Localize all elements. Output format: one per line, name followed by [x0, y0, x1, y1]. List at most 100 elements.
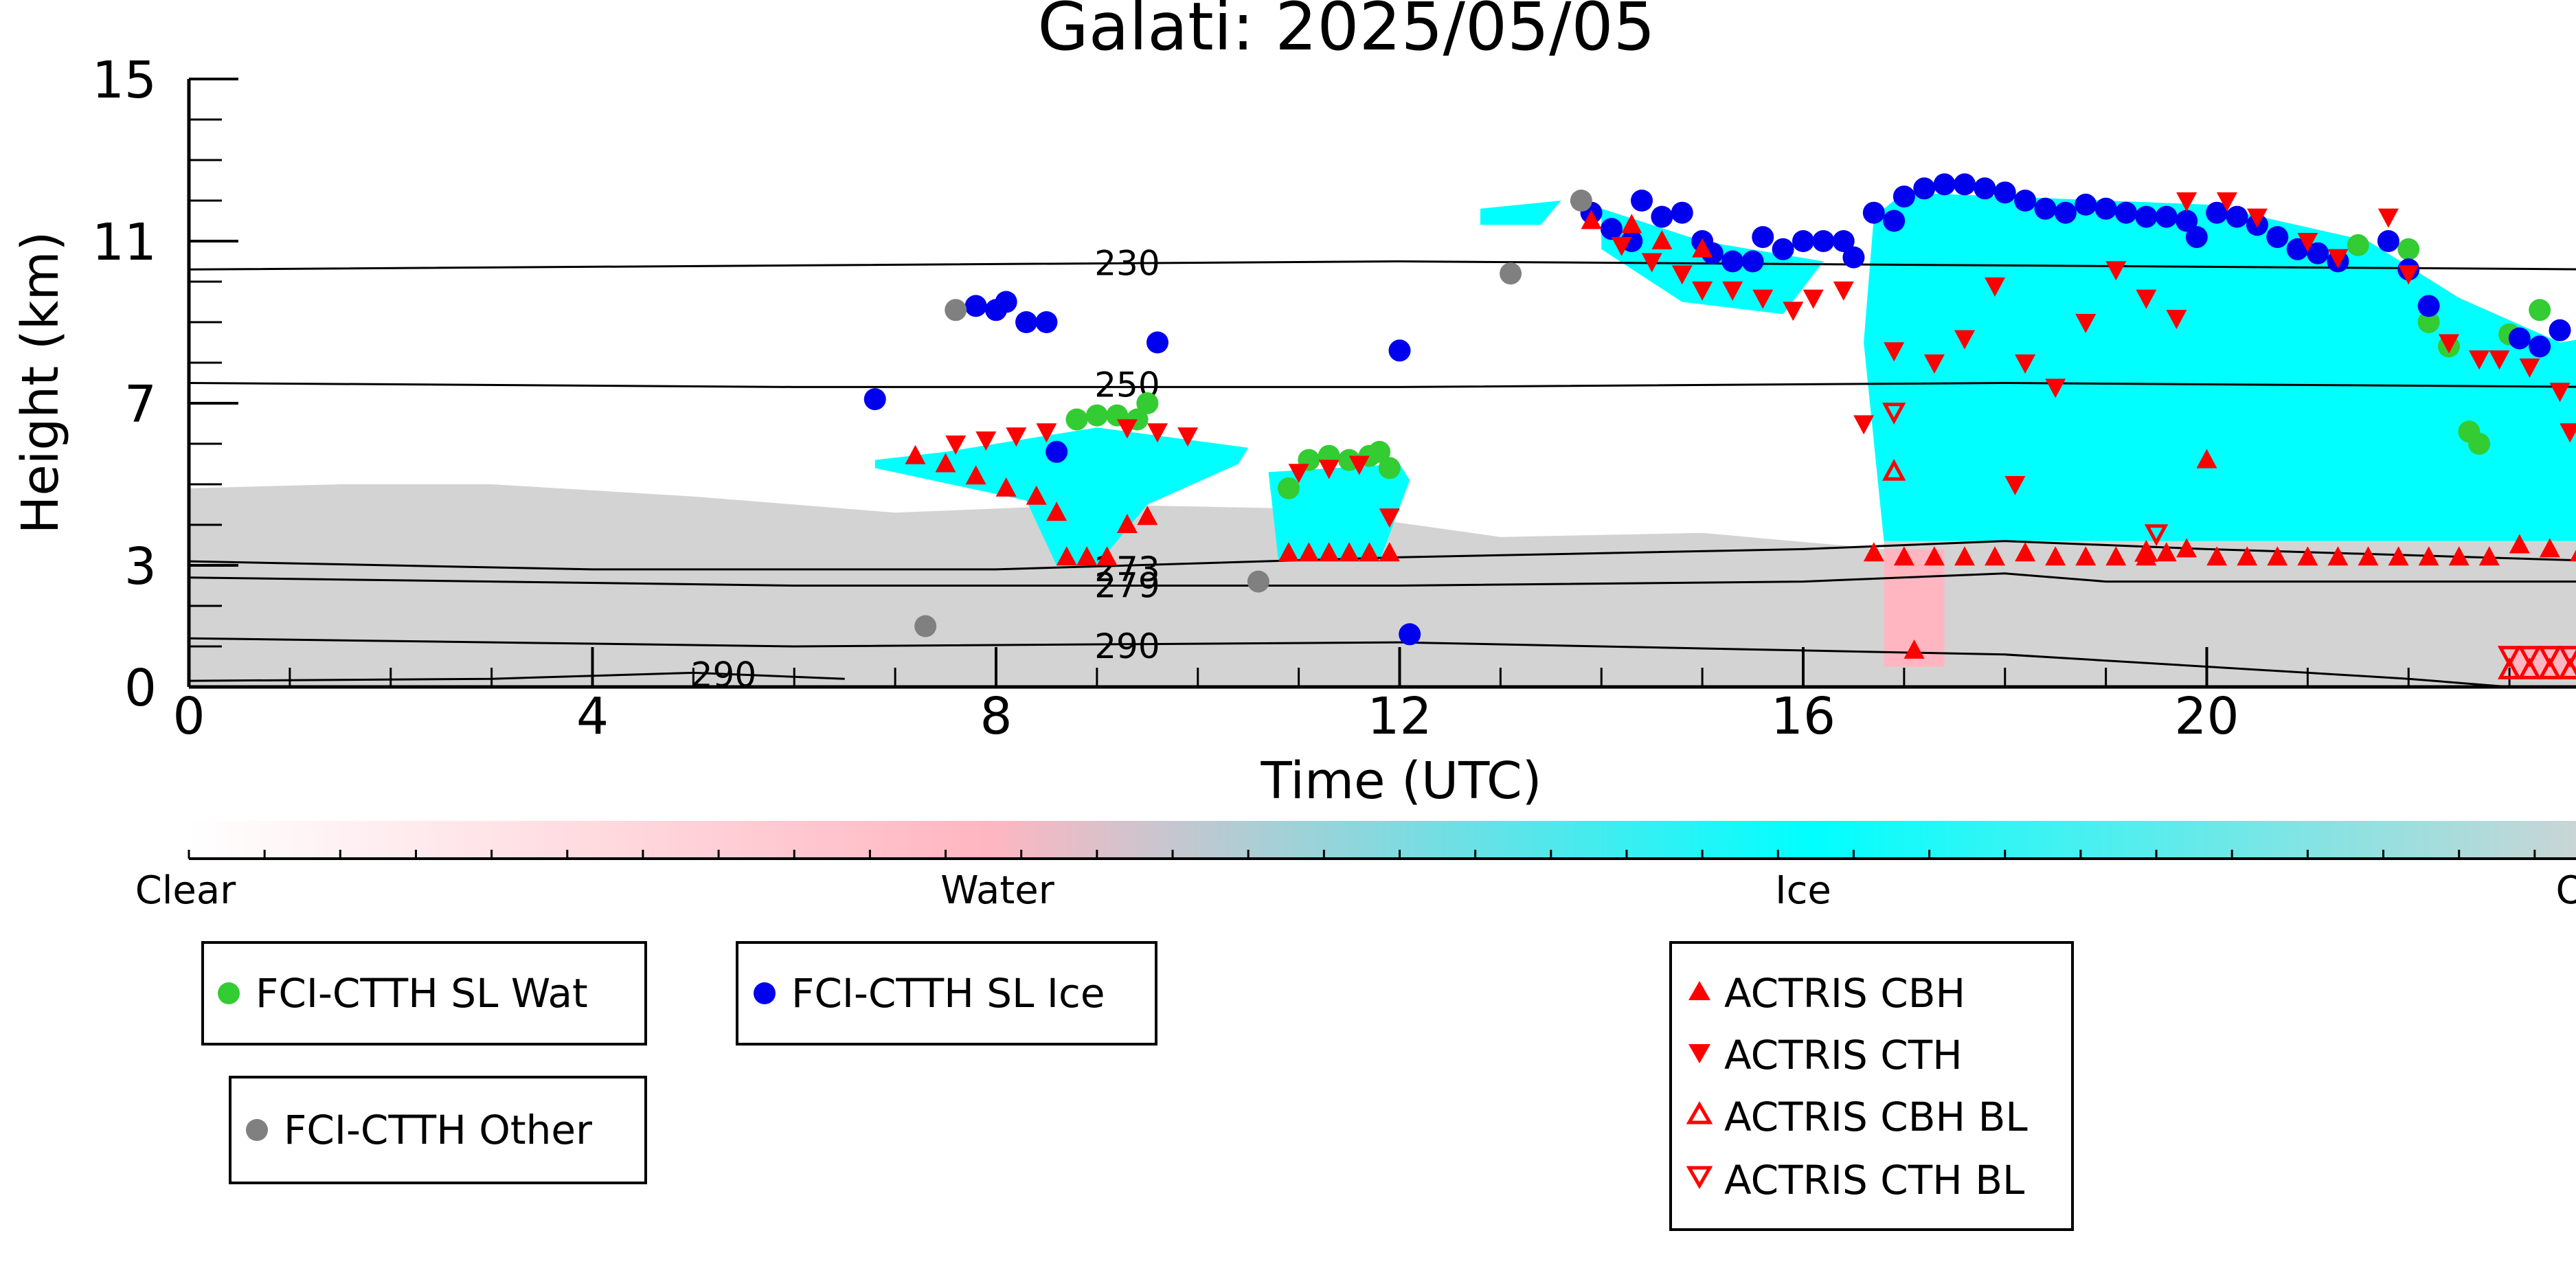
actris-cbh-point [2539, 538, 2560, 558]
data-points [863, 173, 2576, 679]
fci-ctth-sl-ice-point [2206, 201, 2228, 224]
x-tick-label: 12 [1367, 687, 1432, 746]
x-tick-label: 16 [1771, 687, 1835, 746]
cloud-mask-region [1268, 464, 1410, 562]
legend-marker-cth [1688, 1044, 1710, 1063]
actris-cth-point [2015, 354, 2036, 374]
actris-cbh-point [2015, 542, 2036, 562]
actris-cbh-point [1379, 542, 1400, 562]
fci-ctth-sl-ice-point [1993, 181, 2016, 204]
actris-cbh-point [1339, 542, 1360, 562]
fci-ctth-sl-wat-point [1136, 392, 1159, 414]
actris-cth-point [2377, 208, 2399, 228]
fci-ctth-sl-ice-point [2307, 242, 2329, 264]
actris-cth-point [1833, 281, 1854, 301]
actris-cth-point [2045, 379, 2066, 398]
actris-cbh-point [1893, 546, 1914, 566]
actris-cbh-point [1359, 542, 1380, 562]
legend-fci-ice: FCI-CTTH SL Ice [736, 941, 1157, 1046]
fci-ctth-sl-ice-point [2176, 210, 2198, 232]
fci-ctth-sl-wat-point [1277, 477, 1300, 499]
colorbar [189, 821, 2576, 859]
x-axis-label: Time (UTC) [1260, 752, 1541, 811]
actris-cbh-point [1116, 514, 1138, 533]
actris-cth-point [2246, 208, 2268, 228]
fci-ctth-sl-wat-point [2347, 234, 2369, 256]
cloud-mask-region [874, 427, 1249, 565]
fci-ctth-sl-wat-point [2468, 433, 2491, 455]
fci-ctth-other-point [1247, 570, 1269, 593]
actris-cbh-point [2156, 542, 2177, 562]
actris-cbh-point [2388, 546, 2409, 566]
actris-cth-point [2176, 192, 2197, 212]
x-tick-label: 0 [172, 687, 205, 746]
actris-cth-point [1379, 508, 1400, 528]
fci-ctth-sl-ice-point [2508, 327, 2531, 350]
actris-cth-point [2519, 358, 2540, 378]
contour-line [188, 637, 2510, 688]
actris-cbh-point [1651, 230, 1673, 249]
fci-ctth-sl-ice-point [2014, 190, 2037, 212]
fci-ctth-sl-ice-point [1832, 230, 1855, 252]
actris-cth-point [1611, 236, 1632, 256]
actris-cth-point [2489, 350, 2510, 370]
contour-label: 279 [1094, 566, 1160, 606]
actris-cth-point [1288, 464, 1309, 484]
legend-marker-cbh-bl [1686, 1100, 1713, 1125]
fci-ctth-sl-ice-point [2155, 205, 2178, 228]
actris-cbh-point [2418, 546, 2439, 566]
actris-cbh-point [1985, 546, 2006, 566]
fci-ctth-sl-ice-point [2286, 238, 2309, 260]
fci-ctth-sl-ice-point [1015, 311, 1038, 333]
legend-label-cbh-bl: ACTRIS CBH BL [1724, 1094, 2028, 1140]
actris-cth-point [1348, 455, 1370, 475]
actris-cth-point [1853, 415, 1875, 435]
legend-label-ice: FCI-CTTH SL Ice [791, 970, 1105, 1017]
x-tick-label: 20 [2174, 687, 2239, 746]
fci-ctth-sl-wat-point [1378, 457, 1401, 479]
actris-cth-point [2166, 310, 2187, 330]
actris-cth-point [945, 436, 967, 455]
fci-ctth-sl-ice-point [2529, 335, 2551, 358]
actris-cbh-point [2569, 550, 2576, 562]
chart-title: Galati: 2025/05/05 [1037, 0, 1655, 65]
actris-cth-point [1318, 460, 1340, 479]
actris-cbh-bl-point [2538, 657, 2562, 679]
actris-cbh-point [995, 477, 1017, 497]
actris-cbh-point [2196, 449, 2217, 468]
actris-cth-point [2004, 476, 2026, 495]
fci-ctth-sl-wat-point [1368, 440, 1391, 463]
fci-ctth-sl-ice-point [2135, 205, 2158, 228]
fci-ctth-other-point [914, 615, 937, 637]
actris-cbh-point [2105, 546, 2127, 566]
actris-cth-point [1036, 423, 1057, 443]
actris-cbh-point [1581, 210, 1602, 229]
actris-cbh-point [2267, 546, 2288, 566]
legend-label-cbh: ACTRIS CBH [1724, 970, 1965, 1017]
actris-cbh-bl-point [2134, 540, 2158, 562]
contour-line [188, 540, 2576, 571]
actris-cth-point [1116, 419, 1138, 439]
actris-cth-point [1923, 354, 1945, 374]
colorbar-label-ice: Ice [1775, 868, 1831, 913]
actris-cth-point [1692, 281, 1713, 301]
x-tick-label: 8 [980, 687, 1012, 746]
fci-ctth-sl-ice-point [1046, 440, 1068, 463]
fci-ctth-sl-ice-point [1146, 331, 1168, 354]
y-tick-label: 3 [124, 537, 157, 596]
actris-cbh-point [1076, 546, 1098, 566]
actris-cbh-point [2206, 546, 2228, 566]
actris-cth-bl-point [1882, 403, 1906, 425]
colorbar-label-other: Other [2555, 868, 2576, 913]
fci-ctth-sl-ice-point [1954, 173, 1976, 196]
fci-ctth-sl-ice-point [1631, 190, 1653, 212]
actris-cth-bl-point [2518, 646, 2542, 668]
legend-marker-other [246, 1119, 268, 1141]
actris-cth-point [2075, 314, 2097, 333]
fci-ctth-sl-ice-point [1671, 201, 1693, 224]
actris-cth-point [1722, 281, 1743, 301]
actris-cbh-point [1863, 542, 1884, 562]
actris-cbh-point [2509, 534, 2530, 554]
